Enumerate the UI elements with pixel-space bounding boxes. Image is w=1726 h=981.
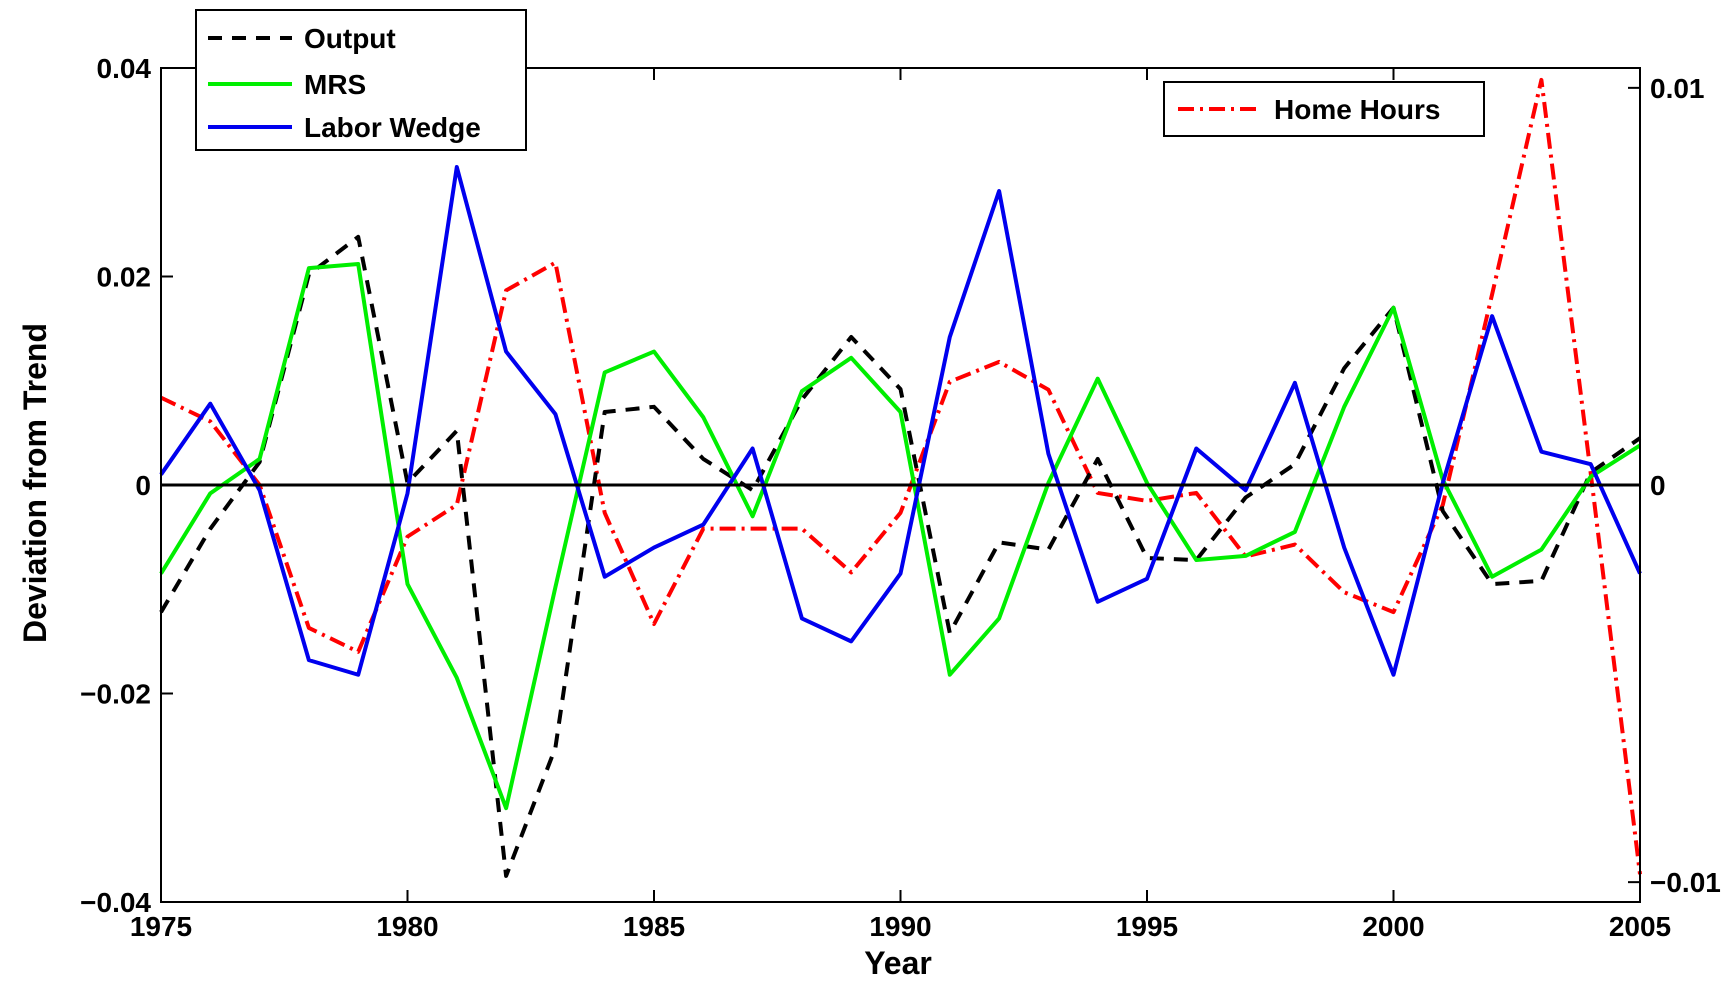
x-axis-title: Year (864, 945, 932, 981)
legend-label-mrs: MRS (304, 69, 366, 100)
series-line-mrs (159, 261, 1642, 811)
x-tick-label: 1985 (623, 911, 685, 942)
x-tick-label: 1975 (130, 911, 192, 942)
legend-left: Output MRS Labor Wedge (195, 9, 527, 151)
y-tick-label-right: 0.01 (1650, 73, 1705, 104)
legend-label-output: Output (304, 23, 396, 54)
series-line-labor-wedge (159, 165, 1642, 677)
y-axis-right: −0.01 0 0.01 (1628, 73, 1721, 898)
y-tick-label-left: −0.04 (80, 887, 151, 918)
legend-right: Home Hours (1163, 81, 1485, 137)
series-line-home-hours (160, 77, 1642, 875)
y-tick-label-left: 0.04 (97, 53, 152, 84)
x-tick-label: 1990 (869, 911, 931, 942)
x-tick-label: 2000 (1362, 911, 1424, 942)
y-axis-title: Deviation from Trend (17, 323, 53, 643)
series-lines (159, 77, 1642, 878)
x-tick-label: 1980 (376, 911, 438, 942)
x-tick-label: 2005 (1609, 911, 1671, 942)
y-tick-label-left: 0 (135, 470, 151, 501)
y-tick-label-left: 0.02 (97, 262, 152, 293)
x-tick-label: 1995 (1116, 911, 1178, 942)
x-axis: 1975 1980 1985 1990 1995 2000 2005 (130, 68, 1671, 942)
y-tick-label-left: −0.02 (80, 679, 151, 710)
y-tick-label-right: 0 (1650, 470, 1666, 501)
legend-label-labor-wedge: Labor Wedge (304, 112, 481, 143)
y-axis-left: −0.04 −0.02 0 0.02 0.04 (80, 53, 173, 918)
y-tick-label-right: −0.01 (1650, 867, 1721, 898)
legend-label-home-hours: Home Hours (1274, 94, 1440, 125)
